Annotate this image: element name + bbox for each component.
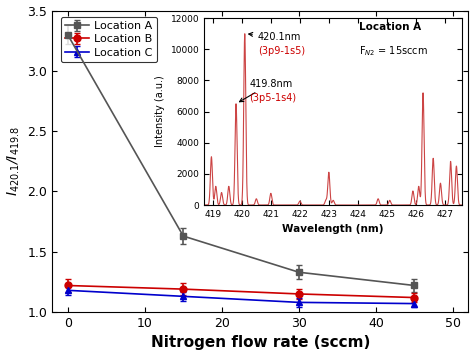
Legend: Location A, Location B, Location C: Location A, Location B, Location C: [61, 17, 157, 62]
Text: Ar flow rate: 50 sccm: Ar flow rate: 50 sccm: [269, 194, 428, 207]
X-axis label: Nitrogen flow rate (sccm): Nitrogen flow rate (sccm): [151, 335, 370, 350]
Y-axis label: $I_{420.1}$/$I_{419.8}$: $I_{420.1}$/$I_{419.8}$: [6, 126, 22, 196]
